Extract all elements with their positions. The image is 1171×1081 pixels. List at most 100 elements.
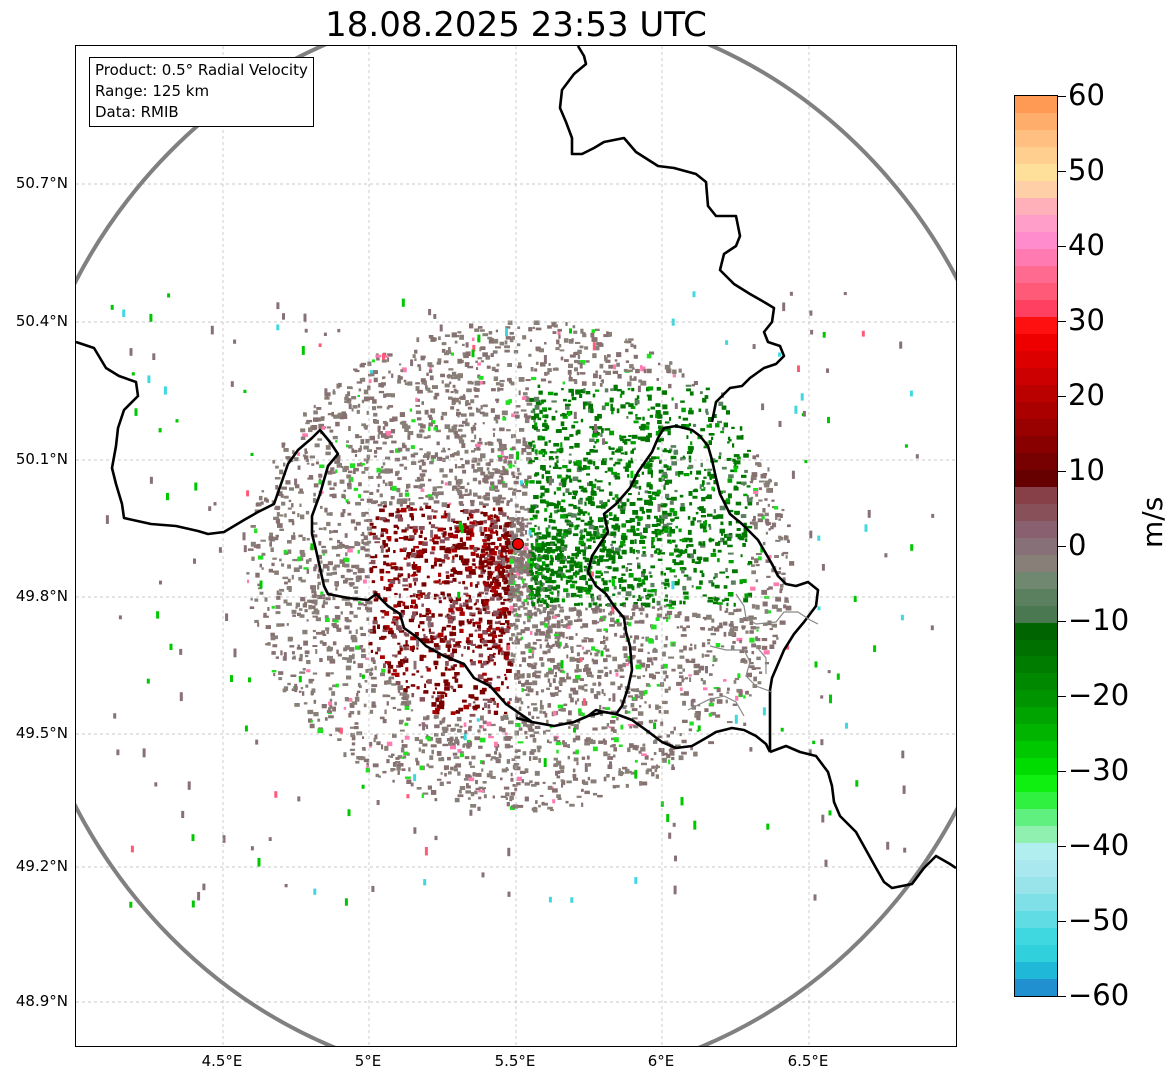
echo-pixel: [504, 551, 508, 555]
echo-pixel: [447, 647, 451, 652]
echo-pixel: [733, 602, 736, 607]
echo-pixel: [374, 541, 380, 544]
echo-pixel: [642, 582, 646, 585]
echo-pixel: [599, 363, 604, 369]
echo-pixel: [482, 478, 488, 483]
echo-pixel: [388, 755, 391, 758]
echo-pixel: [418, 723, 421, 727]
echo-pixel: [334, 564, 341, 568]
echo-pixel: [349, 463, 356, 468]
echo-pixel: [382, 479, 385, 484]
echo-pixel: [695, 561, 701, 564]
echo-pixel: [492, 576, 498, 581]
echo-pixel: [359, 364, 365, 368]
echo-pixel: [615, 550, 619, 554]
echo-pixel: [580, 626, 583, 629]
echo-pixel: [707, 468, 713, 471]
echo-pixel: [413, 532, 417, 535]
echo-pixel: [498, 726, 503, 732]
echo-pixel: [566, 719, 572, 724]
echo-pixel: [478, 653, 484, 658]
echo-pixel: [662, 510, 668, 516]
echo-pixel: [289, 487, 294, 491]
echo-pixel: [658, 748, 665, 752]
echo-pixel: [426, 667, 431, 672]
echo-pixel: [732, 569, 738, 574]
echo-pixel: [611, 409, 614, 415]
echo-pixel: [358, 435, 362, 438]
echo-pixel: [663, 644, 668, 648]
echo-pixel: [592, 682, 597, 686]
echo-pixel: [382, 540, 386, 545]
echo-pixel: [274, 477, 281, 480]
echo-pixel: [567, 513, 574, 515]
echo-pixel: [741, 474, 747, 478]
echo-pixel: [441, 705, 445, 710]
echo-pixel: [499, 596, 503, 599]
echo-pixel: [688, 544, 694, 547]
echo-pixel: [401, 739, 404, 743]
echo-pixel: [537, 571, 543, 575]
echo-pixel: [499, 341, 505, 346]
echo-pixel: [539, 794, 544, 797]
echo-pixel: [638, 516, 643, 521]
echo-pixel: [523, 563, 528, 567]
echo-pixel: [449, 381, 452, 385]
echo-pixel: [498, 647, 503, 653]
echo-pixel: [474, 395, 479, 398]
echo-pixel: [515, 635, 519, 640]
echo-pixel: [482, 422, 485, 425]
echo-pixel: [363, 747, 366, 751]
echo-pixel: [308, 599, 314, 603]
echo-pixel: [539, 536, 544, 540]
echo-pixel: [757, 681, 762, 685]
echo-pixel: [547, 380, 552, 384]
echo-pixel: [399, 629, 405, 633]
echo-pixel: [348, 582, 355, 586]
echo-pixel: [529, 508, 535, 513]
echo-pixel: [509, 572, 512, 577]
echo-pixel: [347, 391, 351, 396]
echo-pixel: [402, 601, 406, 607]
echo-pixel: [562, 492, 565, 497]
echo-pixel: [474, 434, 477, 440]
echo-pixel: [556, 528, 563, 532]
echo-pixel: [524, 782, 531, 786]
echo-pixel: [339, 541, 343, 545]
echo-pixel: [584, 790, 590, 795]
echo-pixel: [620, 724, 624, 730]
echo-pixel: [628, 338, 634, 341]
echo-pixel: [403, 646, 407, 651]
echo-pixel: [423, 716, 429, 721]
echo-pixel: [733, 486, 739, 491]
echo-pixel: [344, 658, 348, 661]
echo-pixel: [257, 583, 260, 587]
echo-pixel: [436, 441, 440, 446]
echo-pixel: [611, 540, 616, 544]
echo-pixel: [570, 584, 575, 589]
echo-pixel: [439, 545, 446, 551]
echo-pixel: [516, 521, 523, 525]
echo-pixel: [647, 589, 653, 593]
echo-pixel: [379, 493, 383, 498]
echo-pixel: [507, 549, 514, 555]
echo-pixel: [699, 484, 702, 489]
echo-pixel: [383, 554, 389, 558]
echo-pixel: [587, 584, 593, 590]
radar-map[interactable]: [75, 45, 957, 1047]
echo-pixel: [601, 430, 604, 434]
echo-pixel: [349, 647, 355, 652]
echo-pixel: [691, 658, 696, 664]
echo-pixel: [708, 523, 711, 528]
echo-pixel: [751, 651, 755, 655]
echo-pixel: [469, 509, 476, 514]
echo-pixel: [655, 403, 661, 407]
echo-pixel: [430, 790, 437, 795]
echo-pixel: [758, 499, 763, 502]
echo-pixel: [639, 781, 642, 786]
echo-pixel: [775, 539, 781, 542]
echo-pixel: [540, 492, 545, 497]
echo-pixel: [598, 608, 602, 613]
echo-pixel: [648, 673, 654, 678]
echo-pixel: [534, 449, 538, 454]
